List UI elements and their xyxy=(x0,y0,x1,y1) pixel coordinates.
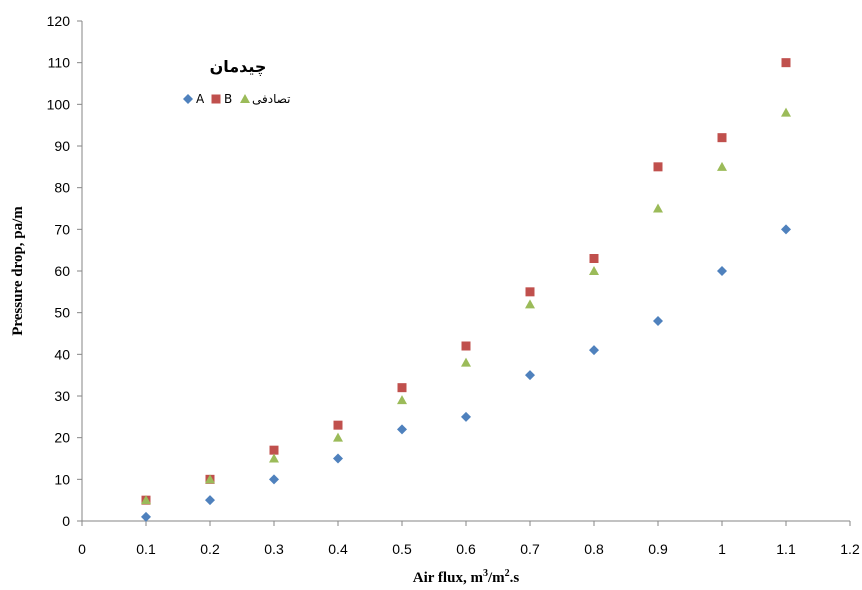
data-point-series-1 xyxy=(525,370,535,381)
data-point-series-3 xyxy=(205,474,215,484)
y-tick-label: 50 xyxy=(54,305,70,321)
legend-label-series-3: تصادفی xyxy=(252,92,290,106)
data-point-series-2 xyxy=(461,341,471,351)
data-point-series-2 xyxy=(781,58,791,68)
x-tick-label: 1 xyxy=(718,541,726,557)
y-tick-label: 20 xyxy=(54,430,70,446)
data-point-series-1 xyxy=(653,316,663,326)
x-tick-label: 0.9 xyxy=(648,541,668,557)
data-point-series-1 xyxy=(717,266,727,276)
y-tick-label: 0 xyxy=(62,513,70,529)
x-tick-label: 0.2 xyxy=(200,541,220,557)
data-point-series-1 xyxy=(141,511,151,522)
x-tick-label: 0.1 xyxy=(136,541,156,557)
data-points xyxy=(141,58,791,522)
data-point-series-1 xyxy=(781,224,791,235)
data-point-series-2 xyxy=(717,133,727,143)
data-point-series-2 xyxy=(333,420,343,430)
y-tick-label: 120 xyxy=(47,13,71,29)
data-point-series-3 xyxy=(141,495,151,505)
legend: چیدمان A B تصادفی xyxy=(183,57,290,106)
data-point-series-1 xyxy=(333,453,343,464)
data-point-series-2 xyxy=(397,383,407,393)
x-tick-label: 0 xyxy=(78,541,86,557)
data-point-series-2 xyxy=(589,254,599,263)
y-tick-label: 110 xyxy=(48,55,71,71)
legend-marker-series-1 xyxy=(183,94,193,104)
y-tick-label: 100 xyxy=(47,96,71,112)
x-tick-label: 0.7 xyxy=(520,541,540,557)
data-point-series-3 xyxy=(653,203,663,213)
y-tick-label: 40 xyxy=(54,346,70,362)
data-point-series-3 xyxy=(461,357,471,367)
data-point-series-2 xyxy=(525,287,535,297)
y-axis-title: Pressure drop, pa/m xyxy=(10,206,26,336)
data-point-series-3 xyxy=(717,161,727,171)
legend-title: چیدمان xyxy=(210,57,267,77)
x-tick-label: 1.2 xyxy=(840,541,860,557)
y-ticks: 0 10 20 30 40 50 60 70 80 90 100 110 120 xyxy=(47,13,82,529)
data-point-series-3 xyxy=(269,453,279,463)
data-point-series-2 xyxy=(653,162,663,172)
y-tick-label: 30 xyxy=(54,388,70,404)
x-axis-title-sup1: 3 xyxy=(483,568,488,579)
legend-label-series-1: A xyxy=(196,92,205,106)
data-point-series-3 xyxy=(397,395,407,405)
data-point-series-1 xyxy=(461,411,471,422)
data-point-series-1 xyxy=(269,474,279,485)
legend-items: A B تصادفی xyxy=(183,92,290,106)
x-tick-label: 0.3 xyxy=(264,541,284,557)
y-tick-label: 80 xyxy=(54,180,70,196)
y-tick-label: 70 xyxy=(54,221,70,237)
legend-label-series-2: B xyxy=(224,92,232,106)
x-tick-label: 1.1 xyxy=(776,541,796,557)
y-tick-label: 90 xyxy=(54,138,70,154)
data-point-series-1 xyxy=(205,495,215,506)
x-tick-label: 0.8 xyxy=(584,541,604,557)
data-point-series-1 xyxy=(397,424,407,435)
x-axis-title-main: Air flux, m xyxy=(413,570,484,586)
data-point-series-1 xyxy=(589,345,599,356)
x-axis-title-mid: /m xyxy=(487,570,505,586)
x-tick-label: 0.6 xyxy=(456,541,476,557)
y-tick-label: 10 xyxy=(54,471,70,487)
data-point-series-3 xyxy=(589,266,599,275)
y-tick-label: 60 xyxy=(54,263,70,279)
legend-marker-series-2 xyxy=(211,94,221,104)
legend-marker-series-3 xyxy=(240,94,250,103)
data-point-series-3 xyxy=(525,299,535,309)
data-point-series-3 xyxy=(781,107,791,117)
x-axis-title-sup2: 2 xyxy=(505,568,510,579)
x-tick-label: 0.4 xyxy=(328,541,348,557)
data-point-series-3 xyxy=(333,432,343,442)
x-axis-title: Air flux, m3/m2.s xyxy=(413,568,520,586)
data-point-series-2 xyxy=(269,445,279,455)
x-ticks: 0 0.1 0.2 0.3 0.4 0.5 0.6 0.7 0.8 0.9 1 1.1 1.2 xyxy=(78,521,860,557)
x-tick-label: 0.5 xyxy=(392,541,412,557)
x-axis-title-end: .s xyxy=(510,570,520,586)
